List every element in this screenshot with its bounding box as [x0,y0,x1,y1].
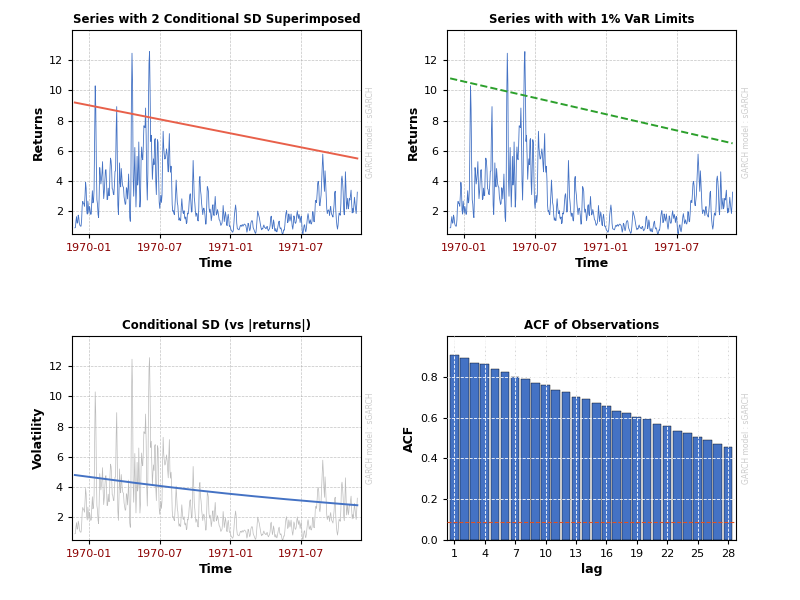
Text: GARCH model : sGARCH: GARCH model : sGARCH [742,86,750,178]
Bar [470,363,479,540]
X-axis label: Time: Time [199,257,234,270]
Bar [572,397,580,540]
Bar [490,370,499,540]
Title: Conditional SD (vs |returns|): Conditional SD (vs |returns|) [122,319,311,332]
Title: Series with 2 Conditional SD Superimposed: Series with 2 Conditional SD Superimpose… [73,13,360,26]
Bar [450,355,458,540]
Bar [582,399,590,540]
Bar [511,377,519,540]
Bar [694,437,702,540]
Bar [714,444,722,540]
Text: GARCH model : sGARCH: GARCH model : sGARCH [366,392,375,484]
Title: ACF of Observations: ACF of Observations [524,319,659,332]
Text: GARCH model : sGARCH: GARCH model : sGARCH [366,86,375,178]
Bar [703,440,712,540]
Bar [460,358,469,540]
Bar [622,413,631,540]
Bar [663,426,671,540]
Bar [642,419,651,540]
Bar [501,371,510,540]
Y-axis label: Returns: Returns [32,104,45,160]
Bar [551,390,560,540]
Bar [723,447,732,540]
Y-axis label: Returns: Returns [407,104,420,160]
Text: GARCH model : sGARCH: GARCH model : sGARCH [742,392,750,484]
Bar [633,417,641,540]
Bar [602,406,610,540]
Bar [521,379,530,540]
Bar [673,431,682,540]
Bar [531,383,540,540]
Bar [653,424,662,540]
X-axis label: Time: Time [199,563,234,576]
Bar [562,392,570,540]
X-axis label: lag: lag [581,563,602,576]
Bar [683,433,692,540]
Bar [612,410,621,540]
Bar [481,364,489,540]
Title: Series with with 1% VaR Limits: Series with with 1% VaR Limits [489,13,694,26]
Y-axis label: ACF: ACF [403,424,416,452]
Bar [592,403,601,540]
Bar [542,385,550,540]
Y-axis label: Volatility: Volatility [32,407,45,469]
X-axis label: Time: Time [574,257,609,270]
